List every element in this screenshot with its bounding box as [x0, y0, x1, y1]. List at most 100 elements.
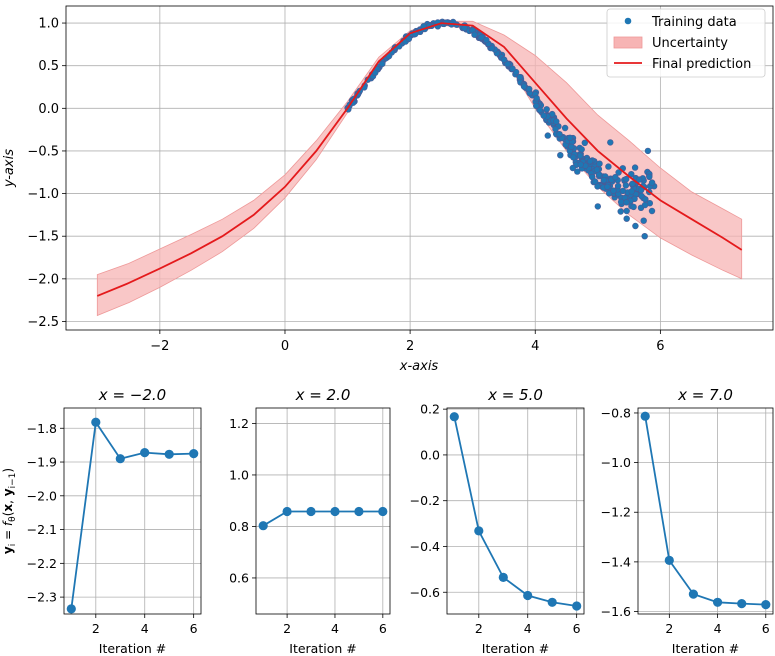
training-data-point: [644, 147, 652, 155]
panel-y-tick-label: 0.8: [229, 519, 249, 534]
panel-x-tick-label: 4: [331, 621, 339, 636]
panel-x-tick-label: 2: [283, 621, 291, 636]
training-data-point: [544, 132, 551, 139]
iteration-panel-4: 2 4 6 −1.6 −1.4 −1.2 −1.0 −0.8 x = 7.0 Iteration …: [601, 386, 774, 656]
training-data-point: [570, 154, 577, 161]
main-y-tick-label: −1.5: [27, 230, 59, 245]
panel-x-tick-label: 4: [141, 621, 149, 636]
training-data-point: [504, 60, 511, 68]
panel-data-point: [258, 521, 268, 531]
main-chart: −2 0 2 4 6 −2.5 −2.0 −1.5 −1.0 −0.5 0.0 0.5 1.0 x-a…: [2, 5, 774, 374]
panel-y-tick-label: −0.6: [410, 585, 440, 600]
training-data-point: [566, 134, 574, 142]
training-data-point: [379, 60, 386, 67]
training-data-point: [471, 31, 478, 38]
training-data-point: [623, 199, 630, 206]
panel-x-tick-label: 6: [379, 621, 387, 636]
training-data-point: [591, 178, 599, 185]
training-data-point: [588, 173, 596, 181]
training-data-point: [405, 35, 413, 42]
training-data-point: [623, 215, 630, 222]
legend-prediction-label: Final prediction: [652, 57, 751, 72]
training-data-point: [478, 34, 485, 41]
panel-data-point: [306, 506, 316, 517]
training-data-point: [617, 198, 625, 206]
training-data-point: [581, 139, 588, 147]
training-data-point: [500, 56, 508, 63]
panel-data-point: [91, 417, 101, 427]
training-data-point: [586, 158, 594, 165]
main-x-tick-label: 2: [406, 339, 414, 354]
panel-data-point: [66, 604, 76, 614]
training-data-point: [648, 179, 656, 186]
main-x-tick-label: 6: [656, 339, 664, 354]
panel-data-point: [330, 506, 340, 517]
training-data-point: [556, 131, 563, 138]
panel-data-point: [761, 600, 771, 610]
training-data-point: [569, 164, 576, 172]
main-x-label: x-axis: [399, 359, 439, 374]
training-data-point: [623, 207, 630, 215]
training-data-point: [637, 187, 645, 194]
iteration-panel-2: 2 4 6 0.6 0.8 1.0 1.2 x = 2.0 Iteration #: [229, 386, 391, 656]
panel-data-point: [449, 412, 459, 422]
panel-y-tick-label: −0.8: [601, 405, 631, 420]
main-y-tick-label: 0.0: [38, 102, 59, 117]
legend: Training data Uncertainty Final predicti…: [606, 8, 766, 78]
panel-y-tick-label: −2.0: [27, 488, 57, 503]
panel-series-line: [70, 419, 194, 610]
training-data-point: [648, 207, 656, 215]
panel-y-tick-label: −2.1: [27, 522, 57, 537]
panel-data-point: [737, 599, 747, 609]
main-y-tick-label: −2.5: [27, 315, 59, 330]
uncertainty-band: [96, 20, 743, 317]
training-data-point: [552, 125, 559, 133]
training-data-point: [612, 174, 619, 181]
training-data-point: [641, 201, 649, 209]
training-data-point: [533, 95, 540, 102]
panel-data-point: [523, 590, 533, 601]
panel-x-tick-label: 4: [714, 621, 722, 636]
panel-axes-frame: [446, 407, 585, 615]
training-data-point: [641, 233, 648, 240]
panel-y-tick-label: −1.9: [27, 455, 57, 470]
panel-title: x = 2.0: [295, 386, 351, 404]
panel-x-label: Iteration #: [289, 641, 356, 656]
panel-series-line: [453, 416, 577, 607]
training-data-point: [632, 222, 639, 230]
panel-data-point: [282, 506, 292, 517]
training-data-point: [593, 166, 601, 173]
training-data-point: [615, 169, 622, 176]
panel-x-label: Iteration #: [482, 641, 549, 656]
legend-uncertainty-swatch: [613, 36, 643, 49]
legend-uncertainty-label: Uncertainty: [652, 36, 728, 51]
panel-x-tick-label: 2: [665, 621, 673, 636]
training-data-point: [646, 173, 653, 181]
training-data-point: [605, 163, 612, 170]
panel-series-line: [262, 510, 383, 527]
main-y-tick-label: −0.5: [27, 144, 59, 159]
panel-x-tick-label: 2: [92, 621, 100, 636]
training-data-point: [614, 182, 622, 190]
training-data-point: [640, 217, 647, 224]
panel-data-point: [115, 454, 125, 464]
training-data-point: [483, 36, 490, 44]
panels-y-label: yi = fθ(x, yi−1): [1, 468, 18, 554]
panel-y-tick-label: 1.2: [229, 416, 249, 431]
panel-data-point: [547, 597, 557, 607]
panel-data-point: [572, 601, 582, 611]
iteration-panel-1: 2 4 6 −2.3 −2.2 −2.1 −2.0 −1.9 −1.8 x = −2.0 Itera…: [27, 386, 202, 656]
training-data-point: [576, 152, 584, 159]
training-data-point: [540, 112, 547, 119]
panel-x-tick-label: 4: [524, 621, 532, 636]
panel-x-tick-label: 6: [762, 621, 770, 636]
training-data-point: [629, 180, 636, 188]
training-data-point: [577, 161, 584, 168]
training-data-point: [557, 152, 564, 159]
training-data-point: [532, 102, 540, 110]
training-data-point: [561, 124, 569, 132]
panel-x-label: Iteration #: [99, 641, 166, 656]
training-data-point: [610, 187, 617, 194]
training-data-point: [630, 203, 637, 211]
panel-title: x = 7.0: [677, 386, 733, 404]
